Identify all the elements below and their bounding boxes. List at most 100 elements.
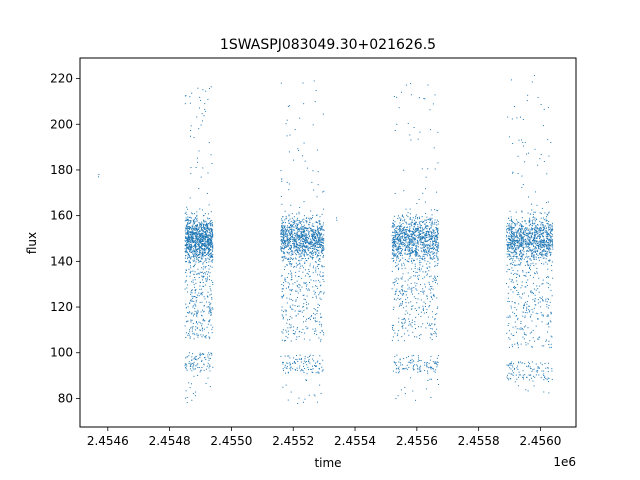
data-point	[430, 333, 432, 335]
data-point	[418, 262, 420, 264]
data-point	[300, 244, 302, 246]
data-point	[417, 237, 419, 239]
data-point	[399, 245, 401, 247]
data-point	[393, 306, 395, 308]
data-point	[395, 262, 397, 264]
data-point	[205, 223, 207, 225]
data-point	[516, 249, 518, 251]
data-point	[185, 390, 187, 392]
data-point	[512, 243, 514, 245]
data-point	[198, 256, 200, 258]
data-point	[297, 244, 299, 246]
data-point	[209, 218, 211, 220]
data-point	[521, 245, 523, 247]
data-point	[522, 245, 524, 247]
data-point	[204, 267, 206, 269]
data-point	[309, 241, 311, 243]
data-point	[435, 235, 437, 237]
data-point	[304, 269, 306, 271]
data-point	[397, 239, 399, 241]
data-point	[402, 290, 404, 292]
data-point	[204, 220, 206, 222]
data-point	[402, 232, 404, 234]
data-point	[299, 254, 301, 256]
data-point	[190, 221, 192, 223]
data-point	[202, 234, 204, 236]
data-point	[321, 239, 323, 241]
data-point	[319, 223, 321, 225]
data-point	[296, 243, 298, 245]
data-point	[185, 307, 187, 309]
data-point	[302, 370, 304, 372]
data-point	[437, 247, 439, 249]
data-point	[185, 226, 187, 228]
data-point	[197, 229, 199, 231]
data-point	[538, 259, 540, 261]
data-point	[306, 237, 308, 239]
data-point	[519, 253, 521, 255]
data-point	[195, 391, 197, 393]
data-point	[413, 233, 415, 235]
data-point	[287, 105, 289, 107]
data-point	[298, 247, 300, 249]
data-point	[437, 258, 439, 260]
data-point	[194, 329, 196, 331]
data-point	[413, 233, 415, 235]
data-point	[199, 241, 201, 243]
data-point	[201, 249, 203, 251]
data-point	[417, 249, 419, 251]
data-point	[394, 229, 396, 231]
data-point	[392, 248, 393, 250]
data-point	[432, 278, 434, 280]
data-point	[294, 245, 296, 247]
data-point	[186, 218, 188, 220]
data-point	[288, 220, 290, 222]
data-point	[187, 320, 189, 322]
data-point	[429, 238, 431, 240]
data-point	[511, 373, 513, 375]
data-point	[545, 254, 547, 256]
data-point	[288, 245, 290, 247]
data-point	[205, 258, 207, 260]
data-point	[435, 265, 437, 267]
data-point	[527, 246, 529, 248]
data-point	[319, 246, 321, 248]
data-point	[316, 243, 318, 245]
data-point	[402, 220, 404, 222]
data-point	[209, 244, 211, 246]
data-point	[188, 382, 190, 384]
data-point	[290, 204, 292, 206]
data-point	[191, 233, 193, 235]
data-point	[321, 229, 323, 231]
data-point	[415, 234, 417, 236]
data-point	[410, 247, 412, 249]
data-point	[319, 324, 321, 326]
data-point	[308, 394, 310, 396]
data-point	[207, 234, 209, 236]
data-point	[201, 336, 203, 338]
data-point	[523, 251, 525, 253]
data-point	[394, 332, 396, 334]
data-point	[534, 273, 536, 275]
data-point	[198, 128, 200, 130]
data-point	[319, 220, 321, 222]
data-point	[543, 375, 545, 377]
data-point	[291, 245, 292, 247]
data-point	[529, 258, 531, 260]
data-point	[188, 230, 190, 232]
data-point	[397, 238, 399, 240]
data-point	[510, 255, 512, 257]
data-point	[409, 241, 411, 243]
data-point	[321, 329, 323, 331]
data-point	[320, 225, 322, 227]
data-point	[315, 321, 317, 323]
data-point	[189, 275, 191, 277]
data-point	[545, 241, 547, 243]
data-point	[396, 234, 398, 236]
data-point	[535, 263, 537, 265]
data-point	[402, 228, 404, 230]
data-point	[536, 237, 538, 239]
data-point	[196, 241, 198, 243]
data-point	[298, 275, 300, 277]
data-point	[530, 203, 532, 205]
